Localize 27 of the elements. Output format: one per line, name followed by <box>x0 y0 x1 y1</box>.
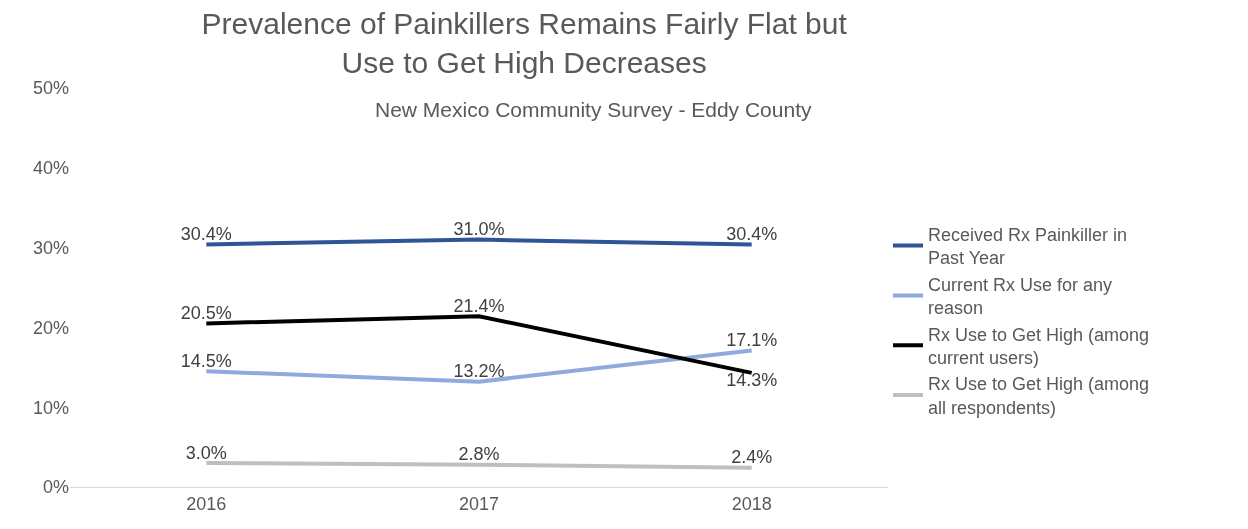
data-label: 30.4% <box>726 223 778 244</box>
data-label: 2.4% <box>731 447 773 468</box>
text: New Mexico Community Survey - Eddy County <box>375 98 812 121</box>
y-tick-label: 40% <box>32 158 69 179</box>
chart-title: Prevalence of Painkillers Remains Fairly Flat but Use to Get High Decreases <box>201 7 848 80</box>
x-tick-label: 2016 <box>186 493 227 514</box>
legend-label: Rx Use to Get High (among current users) <box>928 324 1150 368</box>
legend-label: Current Rx Use for any reason <box>928 274 1113 319</box>
data-label: 31.0% <box>453 219 505 240</box>
x-tick-label: 2018 <box>731 493 772 514</box>
data-label: 14.5% <box>180 350 232 371</box>
y-tick-label: 20% <box>32 317 69 338</box>
data-label: 20.5% <box>180 302 232 323</box>
y-tick-label: 50% <box>32 78 69 99</box>
data-label: 17.1% <box>726 330 778 351</box>
x-tick-label: 2017 <box>458 493 500 514</box>
data-label: 14.3% <box>726 370 778 391</box>
data-label: 3.0% <box>185 442 227 463</box>
data-label: 2.8% <box>458 444 500 465</box>
legend-label: Rx Use to Get High (among all respondents) <box>928 374 1150 418</box>
data-label: 30.4% <box>180 223 232 244</box>
y-tick-label: 10% <box>32 397 69 418</box>
data-label: 13.2% <box>453 361 505 382</box>
y-tick-label: 30% <box>32 237 69 258</box>
data-label: 21.4% <box>453 295 505 316</box>
y-tick-label: 0% <box>42 477 69 498</box>
legend-label: Received Rx Painkiller in Past Year <box>928 224 1128 269</box>
